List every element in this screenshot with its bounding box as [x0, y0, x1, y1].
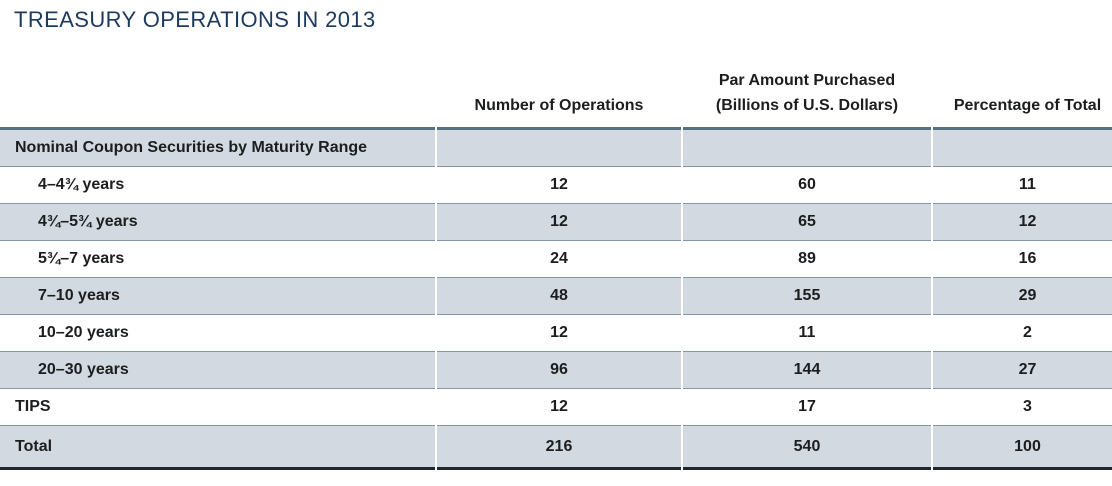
table-row: 4¾–5¾ years 12 65 12 [0, 203, 1112, 241]
section-spacer-cell [933, 130, 1112, 167]
percentage-cell: 27 [933, 351, 1112, 389]
row-label-cell: TIPS [15, 398, 51, 415]
table-row: 5¾–7 years 24 89 16 [0, 241, 1112, 277]
header-row: Number of Operations Par Amount Purchase… [0, 56, 1112, 130]
column-header-operations: Number of Operations [437, 56, 681, 130]
total-label-cell: Total [0, 425, 435, 470]
total-par-amount-cell: 540 [683, 425, 931, 470]
par-amount-cell: 89 [798, 250, 816, 267]
par-amount-cell: 144 [683, 351, 931, 389]
row-label-cell: 5¾–7 years [38, 250, 125, 267]
section-spacer-cell [437, 130, 681, 167]
operations-cell: 96 [437, 351, 681, 389]
percentage-cell: 29 [933, 277, 1112, 315]
operations-cell: 12 [550, 324, 568, 341]
table-row: 4–4¾ years 12 60 11 [0, 167, 1112, 203]
section-header-label: Nominal Coupon Securities by Maturity Ra… [0, 130, 435, 167]
table-row: 7–10 years 48 155 29 [0, 277, 1112, 315]
row-label-cell: 4¾–5¾ years [0, 203, 435, 241]
total-row: Total 216 540 100 [0, 425, 1112, 470]
percentage-cell: 16 [1018, 250, 1037, 267]
row-label-cell: 4–4¾ years [38, 176, 125, 193]
section-header-row: Nominal Coupon Securities by Maturity Ra… [0, 130, 1112, 167]
percentage-cell: 11 [1019, 176, 1036, 193]
column-header-par-amount: Par Amount Purchased (Billions of U.S. D… [683, 56, 931, 130]
table-row-tips: TIPS 12 17 3 [0, 389, 1112, 425]
table-row: 10–20 years 12 11 2 [0, 315, 1112, 351]
row-label-cell: 20–30 years [0, 351, 435, 389]
operations-cell: 12 [550, 398, 568, 415]
total-percentage-cell: 100 [933, 425, 1112, 470]
total-operations-cell: 216 [437, 425, 681, 470]
par-amount-cell: 65 [683, 203, 931, 241]
treasury-operations-table-container: Number of Operations Par Amount Purchase… [0, 56, 1112, 470]
operations-cell: 12 [437, 203, 681, 241]
row-label-cell: 10–20 years [38, 324, 129, 341]
par-amount-cell: 60 [798, 176, 816, 193]
par-amount-cell: 11 [798, 324, 816, 341]
row-label-cell: 7–10 years [0, 277, 435, 315]
section-spacer-cell [683, 130, 931, 167]
operations-cell: 12 [550, 176, 568, 193]
operations-cell: 24 [550, 250, 568, 267]
page-title: TREASURY OPERATIONS IN 2013 [14, 7, 376, 32]
par-amount-cell: 155 [683, 277, 931, 315]
percentage-cell: 3 [1023, 398, 1032, 415]
column-header-percentage: Percentage of Total [933, 56, 1112, 130]
percentage-cell: 12 [933, 203, 1112, 241]
par-amount-cell: 17 [798, 398, 816, 415]
table-row: 20–30 years 96 144 27 [0, 351, 1112, 389]
column-header-blank [0, 56, 435, 130]
operations-cell: 48 [437, 277, 681, 315]
percentage-cell: 2 [1023, 324, 1032, 341]
treasury-operations-table: Number of Operations Par Amount Purchase… [0, 56, 1112, 470]
